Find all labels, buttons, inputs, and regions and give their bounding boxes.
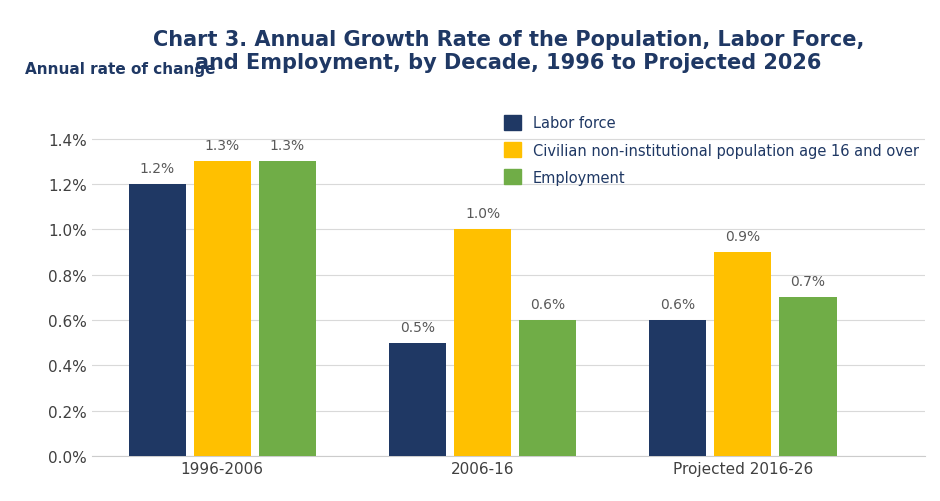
- Text: 0.5%: 0.5%: [400, 320, 435, 334]
- Text: 1.0%: 1.0%: [465, 207, 500, 221]
- Text: 0.7%: 0.7%: [791, 275, 825, 289]
- Text: Annual rate of change: Annual rate of change: [25, 62, 216, 77]
- Bar: [650, 321, 706, 456]
- Text: 0.6%: 0.6%: [530, 298, 565, 311]
- Legend: Labor force, Civilian non-institutional population age 16 and over, Employment: Labor force, Civilian non-institutional …: [496, 109, 926, 192]
- Title: Chart 3. Annual Growth Rate of the Population, Labor Force,
and Employment, by D: Chart 3. Annual Growth Rate of the Popul…: [153, 30, 864, 73]
- Text: 0.9%: 0.9%: [726, 229, 760, 243]
- Bar: [194, 162, 251, 456]
- Bar: [519, 321, 576, 456]
- Bar: [129, 184, 186, 456]
- Bar: [258, 162, 316, 456]
- Text: 1.3%: 1.3%: [205, 139, 240, 153]
- Text: 0.6%: 0.6%: [660, 298, 696, 311]
- Text: 1.3%: 1.3%: [270, 139, 305, 153]
- Text: 1.2%: 1.2%: [139, 162, 175, 175]
- Bar: [779, 298, 837, 456]
- Bar: [454, 230, 511, 456]
- Bar: [714, 253, 772, 456]
- Bar: [389, 343, 446, 456]
